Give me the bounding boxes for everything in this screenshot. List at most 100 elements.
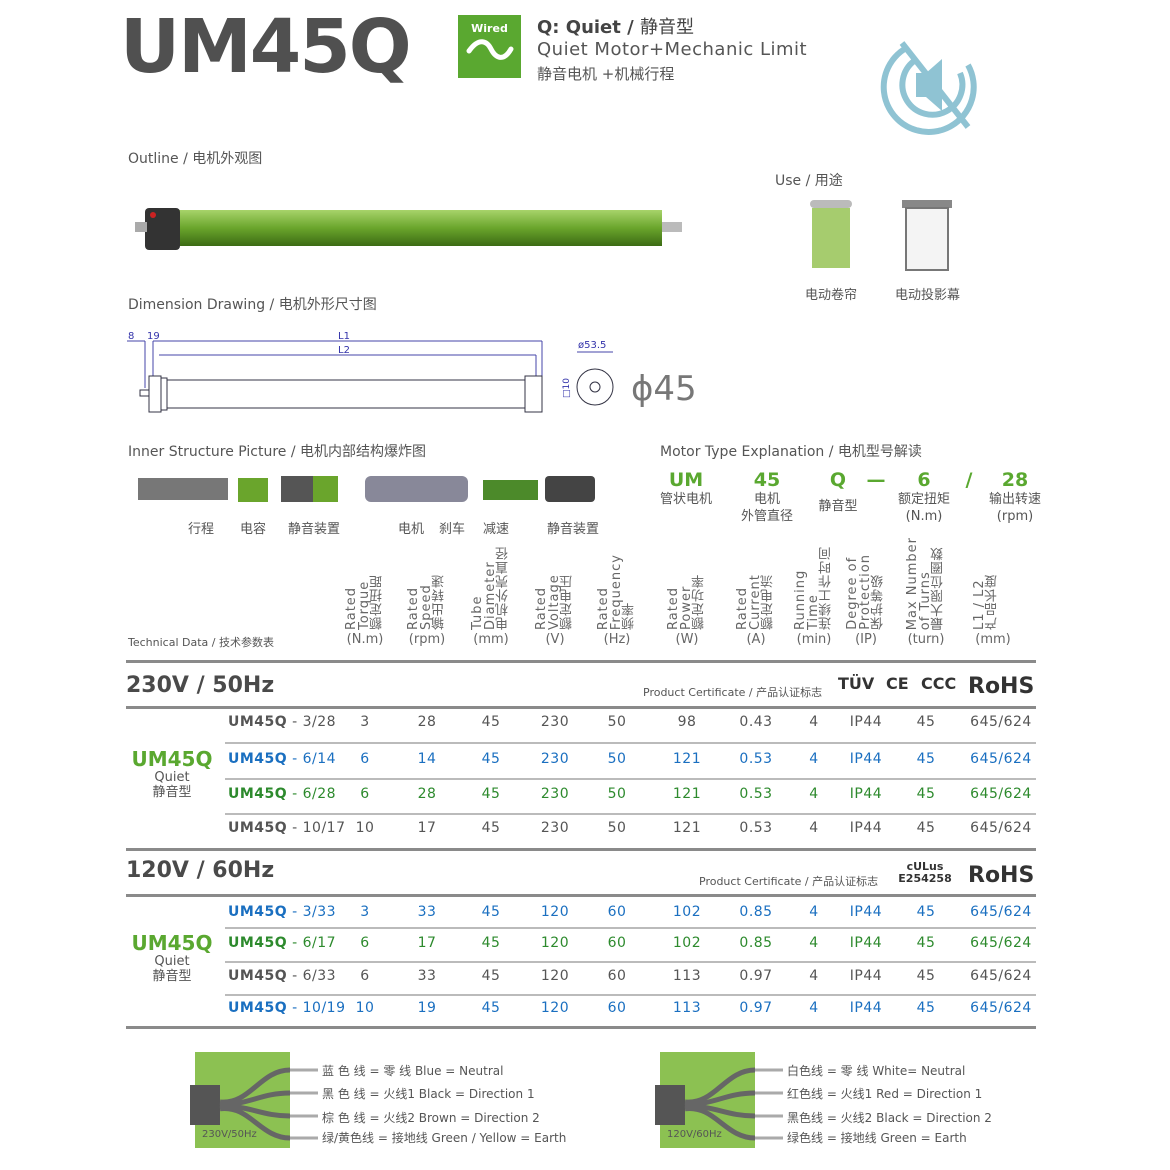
column-header: Rated Voltage 额定电压 [534, 574, 575, 630]
series-series: UM45Q [131, 931, 213, 955]
column-header: Rated Power 额定功率 [666, 574, 707, 630]
cell: IP44 [849, 904, 883, 920]
voltage-heading: 120V / 60Hz [126, 858, 275, 883]
certificate-label: Product Certificate / 产品认证标志 [643, 686, 823, 699]
motor-type-desc: 管状电机 [659, 492, 712, 507]
dimension-title: Dimension Drawing / 电机外形尺寸图 [128, 297, 377, 313]
motor-type-part: — [831, 469, 921, 491]
cell: 4 [809, 968, 819, 984]
model-suffix: - 6/17 [287, 935, 337, 951]
model-suffix: - 3/28 [287, 714, 337, 730]
cell: 0.85 [739, 935, 773, 951]
model-suffix: - 3/33 [287, 904, 337, 920]
cell: IP44 [849, 1000, 883, 1016]
column-header-cn: 频率 [622, 602, 637, 630]
cell: 45 [481, 935, 501, 951]
motor-type-title: Motor Type Explanation / 电机型号解读 [660, 444, 922, 460]
series-label: UM45Q Quiet 静音型 [126, 747, 218, 800]
wire-description: 红色线 = 火线1 Red = Direction 1 [787, 1087, 983, 1101]
row-divider [225, 742, 1036, 744]
series-series_cn: 静音型 [152, 969, 192, 984]
motor-type-code: — [866, 469, 886, 491]
cell: 120 [540, 935, 570, 951]
cell: 3 [360, 904, 370, 920]
cell: 121 [672, 820, 702, 836]
motor-type-part: 45 电机 外管直径 [722, 471, 812, 525]
row-divider [225, 813, 1036, 815]
use-label-blind: 电动卷帘 [805, 288, 858, 303]
series-label: UM45Q Quiet 静音型 [126, 931, 218, 984]
cell: 120 [540, 904, 570, 920]
cell: IP44 [849, 968, 883, 984]
model-prefix: UM45Q [228, 904, 288, 920]
column-header-cn: 保护等级 [871, 574, 886, 630]
motor-outline-image [135, 208, 682, 250]
column-unit: (Hz) [603, 632, 631, 647]
column-header-cn: 电机外壳直径 [496, 546, 511, 630]
column-unit: (turn) [907, 632, 945, 647]
part-label: 刹车 [439, 522, 466, 537]
type-desc-cn: 静音电机 +机械行程 [537, 65, 675, 83]
cell: 0.53 [739, 751, 773, 767]
series-series: UM45Q [131, 747, 213, 771]
cell: 6 [360, 968, 370, 984]
dim-tube: ϕ45 [631, 369, 697, 409]
column-unit: (N.m) [346, 632, 384, 647]
motor-type-part: / [924, 471, 1014, 491]
model-prefix: UM45Q [228, 751, 288, 767]
certificate-mark: RoHS [968, 674, 1035, 699]
product-title: UM45Q [120, 4, 412, 90]
model-prefix: UM45Q [228, 820, 288, 836]
column-header-cn: 连续工作时间 [819, 546, 834, 630]
cell: 19 [417, 1000, 437, 1016]
cell: 645/624 [970, 714, 1032, 730]
series-series_cn: 静音型 [152, 785, 192, 800]
outline-title: Outline / 电机外观图 [128, 151, 263, 167]
column-header-cn: 额定功率 [692, 574, 707, 630]
row-divider [225, 927, 1036, 929]
cell: 4 [809, 714, 819, 730]
row-divider [225, 961, 1036, 963]
column-unit: (V) [545, 632, 565, 647]
cell: 0.53 [739, 820, 773, 836]
column-unit: (mm) [975, 632, 1011, 647]
motor-type-part: 28 输出转速 (rpm) [970, 469, 1060, 525]
certificate-mark: RoHS [968, 863, 1035, 888]
column-header-cn: 最大限位圈数 [931, 546, 946, 630]
type-heading: Q: Quiet / 静音型 [537, 17, 694, 38]
wire-description: 黑色线 = 火线2 Black = Direction 2 [787, 1111, 992, 1125]
cell: IP44 [849, 714, 883, 730]
cell: 645/624 [970, 1000, 1032, 1016]
wire-description: 蓝 色 线 = 零 线 Blue = Neutral [322, 1064, 504, 1078]
cell: 121 [672, 786, 702, 802]
column-header-cn: 产品长度 [985, 574, 1000, 630]
sine-wave-icon [466, 39, 513, 60]
column-header-cn: 额定扭距 [370, 574, 385, 630]
model-name: UM45Q - 6/17 [228, 935, 336, 951]
cell: 0.53 [739, 786, 773, 802]
divider [126, 848, 1036, 851]
motor-type-part: UM 管状电机 [641, 471, 731, 508]
cell: 230 [540, 714, 570, 730]
cell: 113 [672, 1000, 702, 1016]
cell: 102 [672, 935, 702, 951]
model-prefix: UM45Q [228, 714, 288, 730]
dim-shaft: □10 [562, 378, 572, 398]
cell: 230 [540, 786, 570, 802]
cell: 98 [677, 714, 697, 730]
dimension-drawing: 8 19 L1 L2 ø53.5 □10 ϕ45 [127, 331, 697, 413]
model-name: UM45Q - 6/28 [228, 786, 336, 802]
column-header: Degree of Protection 保护等级 [845, 554, 886, 630]
column-unit: (rpm) [408, 632, 446, 647]
cell: 102 [672, 904, 702, 920]
wire-description: 绿色线 = 接地线 Green = Earth [787, 1131, 967, 1145]
part-label: 静音装置 [547, 522, 600, 537]
cell: 33 [417, 904, 437, 920]
motor-type-code: 28 [1001, 469, 1029, 491]
cell: 45 [481, 1000, 501, 1016]
column-header-cn: 输出转速 [432, 574, 447, 630]
column-header: Max Number of Turns 最大限位圈数 [905, 537, 946, 630]
cell: 45 [916, 714, 936, 730]
cell: 45 [481, 714, 501, 730]
cell: 45 [916, 904, 936, 920]
